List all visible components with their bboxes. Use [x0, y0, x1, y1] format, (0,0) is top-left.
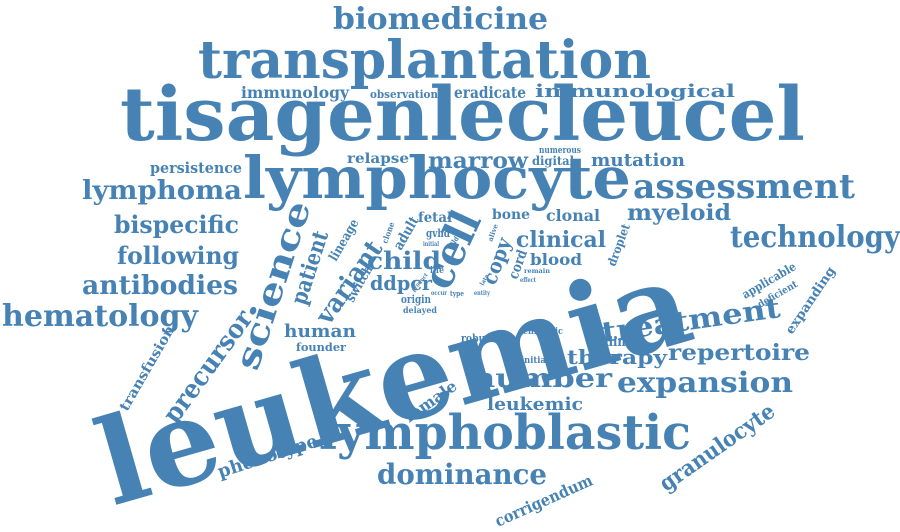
word-technology: technology	[730, 220, 900, 255]
word-relapse: relapse	[347, 151, 409, 167]
word-dominance: dominance	[377, 458, 547, 491]
word-persistence: persistence	[150, 159, 242, 177]
word-bone: bone	[492, 207, 530, 223]
word-blood: blood	[530, 250, 582, 269]
word-repertoire: repertoire	[668, 340, 810, 366]
word-fetal: fetal	[418, 210, 452, 226]
word-observation: observation	[370, 88, 438, 101]
word-human: human	[284, 321, 356, 342]
word-delayed: delayed	[403, 305, 437, 315]
word-founder: founder	[296, 341, 346, 354]
word-entity: entity	[474, 290, 490, 297]
word-life: life	[430, 266, 444, 276]
word-myeloid: myeloid	[627, 200, 731, 226]
word-immunology: immunology	[241, 83, 350, 102]
word-marrow: marrow	[428, 148, 529, 174]
word-clonal: clonal	[546, 206, 600, 225]
word-leukemic: leukemic	[487, 394, 583, 415]
word-effect: effect	[520, 277, 536, 284]
word-antibodies: antibodies	[82, 271, 238, 301]
word-numerous: numerous	[539, 146, 581, 156]
word-biomedicine: biomedicine	[333, 2, 548, 37]
word-bispecific: bispecific	[114, 210, 239, 239]
word-robust: robust	[461, 332, 496, 345]
word-type: type	[450, 289, 464, 298]
word-occur: occur	[431, 290, 448, 297]
word-expansion: expansion	[617, 366, 793, 399]
word-immunological: immunological	[535, 81, 735, 102]
word-lymphoma: lymphoma	[82, 176, 242, 206]
word-digital: digital	[532, 154, 574, 168]
word-remain: remain	[524, 268, 551, 275]
word-eradicate: eradicate	[454, 83, 526, 102]
word-following: following	[117, 241, 239, 270]
word-gvhd: gvhd	[426, 227, 450, 240]
word-chimeric: chimeric	[523, 327, 563, 337]
